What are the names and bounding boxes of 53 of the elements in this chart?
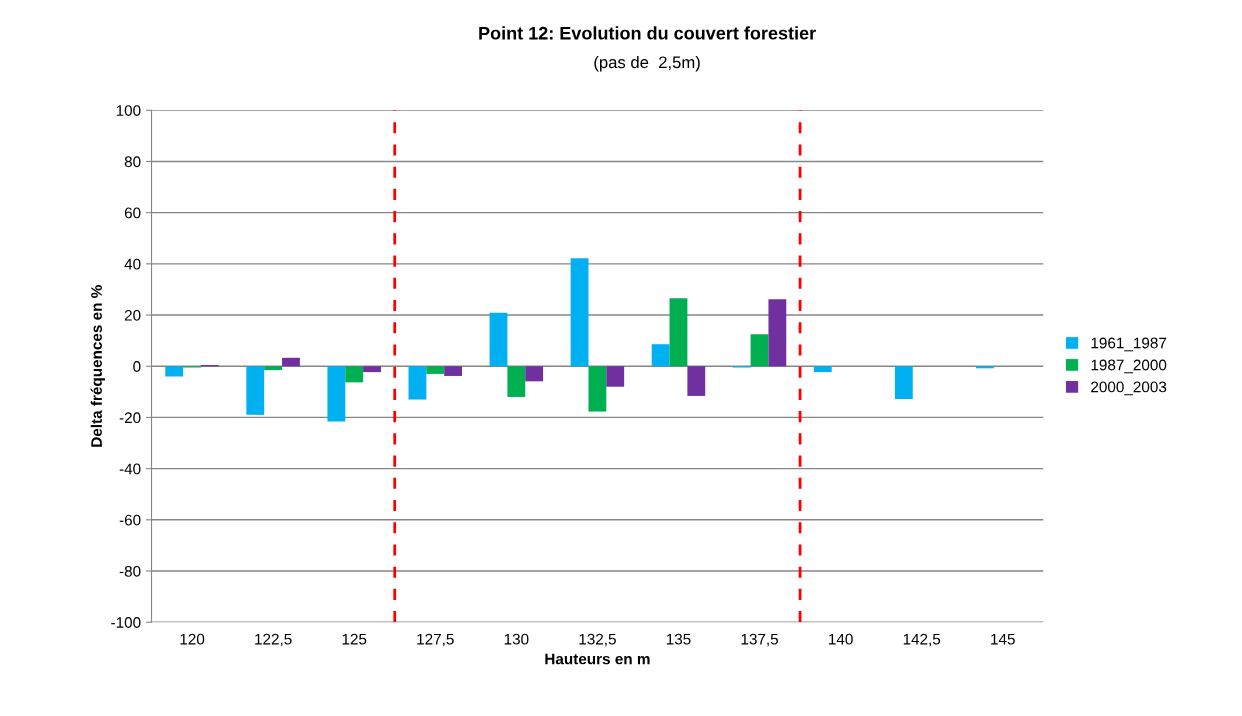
- bar: [489, 312, 508, 367]
- bar: [246, 366, 265, 415]
- legend-label: 2000_2003: [1091, 381, 1167, 396]
- bar: [408, 366, 427, 400]
- x-tick-label: 145: [991, 633, 1015, 645]
- bar: [570, 258, 589, 367]
- bar: [669, 298, 688, 367]
- x-tick-label: 130: [504, 633, 529, 645]
- bar: [327, 366, 346, 422]
- bar: [345, 366, 364, 383]
- y-tick-label: 40: [124, 258, 141, 270]
- bar: [525, 366, 544, 382]
- bar: [975, 366, 994, 369]
- x-tick-label: 122,5: [255, 633, 292, 647]
- x-axis-title: Hauteurs en m: [545, 653, 650, 665]
- bar: [687, 366, 706, 396]
- x-tick-label: 140: [829, 633, 853, 645]
- chart-subtitle: (pas de 2,5m): [594, 55, 700, 72]
- bar: [894, 366, 913, 399]
- y-tick-label: 0: [133, 361, 141, 372]
- y-tick-label: -60: [119, 514, 141, 526]
- x-tick-label: 120: [180, 633, 205, 645]
- y-tick-label: 80: [124, 156, 141, 168]
- y-tick-label: 100: [116, 105, 141, 116]
- x-tick-label: 132,5: [579, 633, 616, 647]
- bar: [426, 366, 445, 374]
- x-tick-label: 127,5: [417, 633, 454, 647]
- bar: [768, 299, 787, 367]
- y-tick-label: -80: [119, 565, 141, 577]
- y-tick-label: -40: [119, 463, 141, 475]
- legend-label: 1961_1987: [1091, 337, 1167, 352]
- y-tick-label: 60: [124, 207, 141, 219]
- bar: [282, 357, 300, 367]
- bar: [264, 366, 283, 371]
- bar: [813, 366, 832, 373]
- chart-title: Point 12: Evolution du couvert forestier: [479, 26, 816, 40]
- x-tick-label: 137,5: [741, 633, 779, 647]
- x-tick-label: 142,5: [903, 633, 941, 647]
- legend-label: 1987_2000: [1091, 359, 1167, 374]
- y-axis-title: Delta fréquences en %: [90, 285, 105, 447]
- y-tick-label: -20: [119, 412, 141, 424]
- bar: [606, 366, 625, 387]
- bar: [507, 366, 526, 397]
- y-tick-label: 20: [124, 309, 141, 321]
- bar: [444, 366, 463, 376]
- x-tick-label: 125: [342, 633, 367, 645]
- bar: [588, 366, 607, 412]
- bar: [651, 344, 670, 367]
- y-tick-label: -100: [111, 617, 141, 628]
- bar: [165, 366, 184, 377]
- x-tick-label: 135: [666, 633, 691, 645]
- bar: [750, 334, 769, 367]
- bar: [363, 366, 381, 373]
